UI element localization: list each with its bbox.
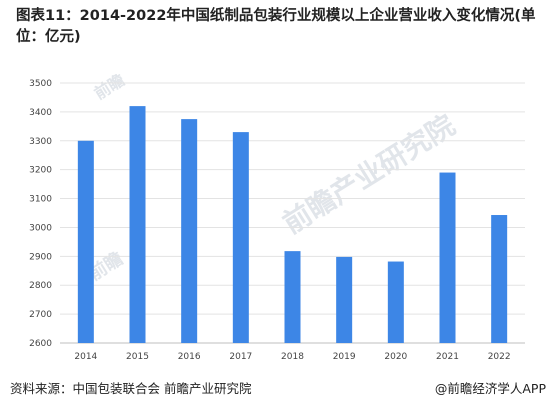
chart-title: 图表11：2014-2022年中国纸制品包装行业规模以上企业营业收入变化情况(单… — [16, 8, 536, 45]
x-tick-label: 2018 — [281, 352, 304, 362]
x-tick-labels: 2014 2015 2016 2017 2018 2019 2020 2021 2022 — [74, 352, 510, 362]
bar-2022 — [491, 215, 508, 343]
x-tick-label: 2019 — [333, 352, 356, 362]
bar-2015 — [129, 106, 146, 343]
bar-2014 — [77, 140, 94, 343]
y-tick-label: 2700 — [29, 310, 52, 320]
x-tick-label: 2021 — [436, 352, 459, 362]
x-tick-label: 2015 — [126, 352, 149, 362]
y-tick-label: 3000 — [29, 223, 52, 233]
y-tick-labels: 2600 2700 2800 2900 3000 3100 3200 3300 3400 3500 — [29, 79, 52, 349]
bar-2021 — [439, 172, 456, 343]
y-tick-label: 3200 — [29, 166, 52, 176]
source-note: 资料来源：中国包装联合会 前瞻产业研究院 — [10, 381, 252, 396]
credit-note: @前瞻经济学人APP — [434, 381, 546, 396]
bar-2016 — [181, 119, 198, 343]
bar-2019 — [336, 256, 353, 343]
y-tick-label: 2800 — [29, 281, 52, 291]
bars — [77, 106, 508, 343]
bar-2020 — [387, 261, 404, 343]
x-tick-label: 2017 — [229, 352, 252, 362]
y-tick-label: 3500 — [29, 79, 52, 89]
x-tick-label: 2022 — [488, 352, 511, 362]
x-tick-label: 2014 — [74, 352, 97, 362]
y-tick-label: 2900 — [29, 252, 52, 262]
y-tick-label: 3400 — [29, 108, 52, 118]
x-tick-label: 2020 — [384, 352, 407, 362]
y-tick-label: 2600 — [29, 339, 52, 349]
y-tick-label: 3300 — [29, 137, 52, 147]
x-tick-label: 2016 — [178, 352, 201, 362]
bar-2018 — [284, 251, 301, 343]
bar-2017 — [232, 132, 249, 343]
y-tick-label: 3100 — [29, 195, 52, 205]
